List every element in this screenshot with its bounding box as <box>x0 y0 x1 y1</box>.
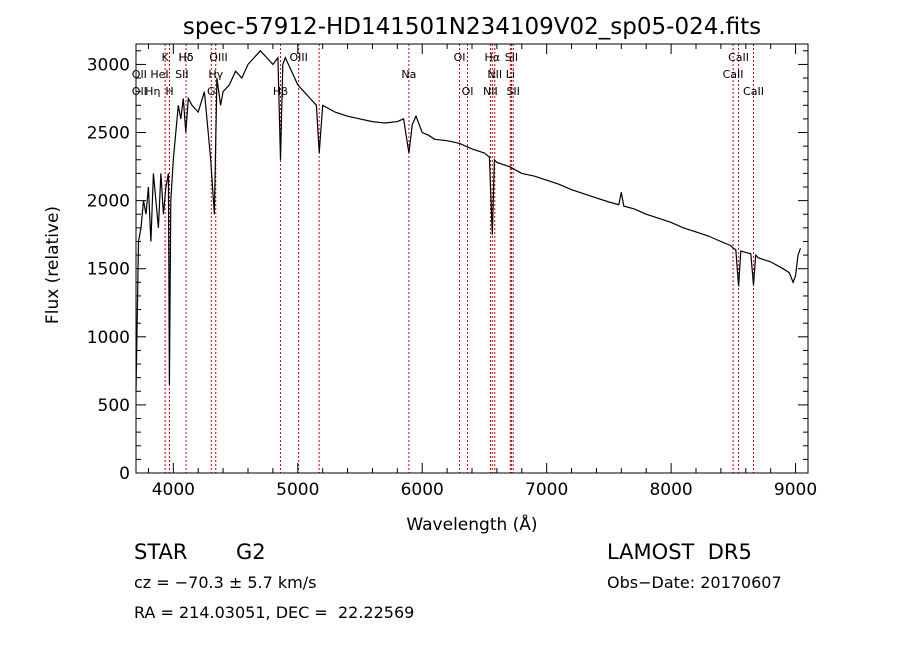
marker-label: CaII <box>723 68 744 81</box>
x-tick-label: 7000 <box>525 480 568 500</box>
marker-label: Hγ <box>208 68 223 81</box>
survey-name: LAMOST DR5 <box>607 540 752 564</box>
y-tick-label: 0 <box>119 464 130 484</box>
marker-label: SII <box>506 85 519 98</box>
x-tick-label: 4000 <box>152 480 195 500</box>
marker-label: Li <box>506 68 515 81</box>
marker-label: OIII <box>289 51 307 64</box>
marker-label: CaII <box>728 51 749 64</box>
spectrum-line <box>135 49 802 392</box>
y-tick-label: 2000 <box>87 192 130 212</box>
marker-label: OII <box>132 68 147 81</box>
marker-label: OI <box>462 85 474 98</box>
chart-title: spec-57912-HD141501N234109V02_sp05-024.f… <box>183 14 761 40</box>
x-tick-label: 9000 <box>774 480 817 500</box>
y-tick-label: 500 <box>98 396 130 416</box>
object-type: STAR <box>134 540 188 564</box>
plot-frame <box>135 43 809 474</box>
x-tick-label: 8000 <box>649 480 692 500</box>
y-tick-label: 3000 <box>87 55 130 75</box>
marker-label: OIII <box>209 51 227 64</box>
marker-label: Hδ <box>179 51 194 64</box>
marker-label: Hδ <box>179 51 194 64</box>
marker-label: Hα <box>485 51 501 64</box>
x-tick-label: 5000 <box>276 480 319 500</box>
y-tick-label: 1000 <box>87 328 130 348</box>
marker-label: NII <box>483 85 498 98</box>
marker-label: OI <box>454 51 466 64</box>
x-axis-label: Wavelength (Å) <box>406 513 537 535</box>
x-tick-label: 6000 <box>401 480 444 500</box>
marker-label: Hη <box>145 85 160 98</box>
marker-label: G <box>207 85 216 98</box>
marker-label: NII <box>487 68 502 81</box>
spectrum-series <box>135 49 802 392</box>
marker-label: CaII <box>743 85 764 98</box>
y-axis-label: Flux (relative) <box>43 206 63 324</box>
marker-label: Na <box>401 68 416 81</box>
y-tick-label: 1500 <box>87 260 130 280</box>
y-tick-label: 2500 <box>87 124 130 144</box>
marker-label: Hβ <box>273 85 288 98</box>
axes: 4000 5000 6000 7000 8000 9000 0 500 1000 1500 2000… <box>87 43 817 500</box>
coordinates: RA = 214.03051, DEC = 22.22569 <box>134 603 415 622</box>
marker-label: SII <box>505 51 518 64</box>
marker-label: SII <box>175 68 188 81</box>
redshift-velocity: cz = −70.3 ± 5.7 km/s <box>134 573 317 592</box>
spectral-subclass: G2 <box>236 540 266 564</box>
marker-label: H <box>165 85 173 98</box>
marker-label: HeI <box>150 68 168 81</box>
marker-label: K <box>162 51 170 64</box>
observation-date: Obs−Date: 20170607 <box>607 573 782 592</box>
